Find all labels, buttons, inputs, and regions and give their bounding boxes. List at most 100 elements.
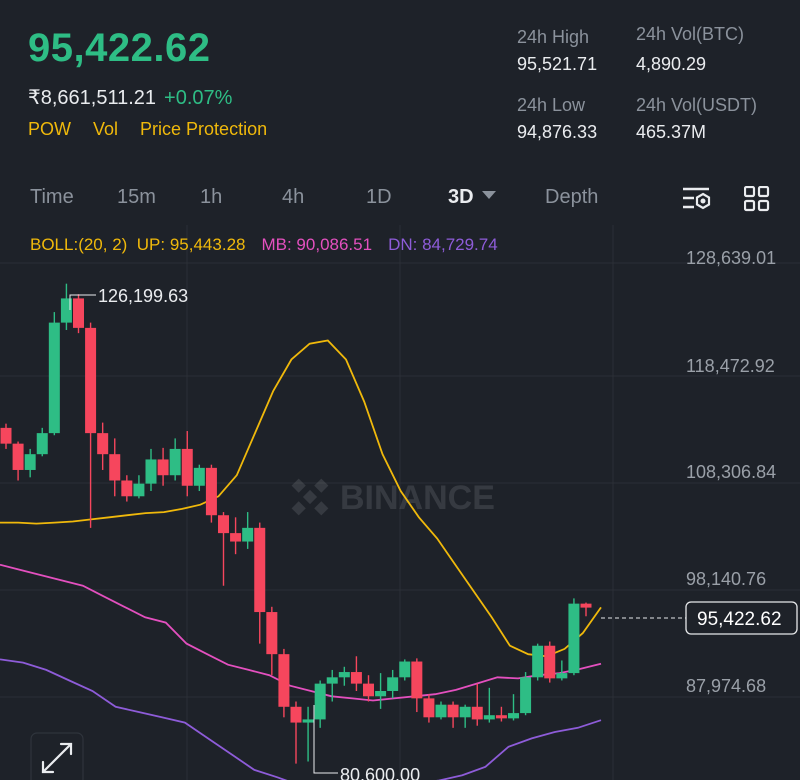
current-price-value: 95,422.62 [697, 609, 782, 630]
candle-body [109, 454, 121, 481]
price-axis-label: 98,140.76 [686, 569, 766, 589]
tab-1d[interactable]: 1D [366, 186, 392, 208]
tag-price-protection[interactable]: Price Protection [140, 119, 268, 139]
candle [326, 669, 338, 702]
candle [254, 522, 266, 644]
candle-body [85, 327, 97, 434]
candle-body [459, 706, 471, 718]
candle-body [387, 677, 399, 691]
candle [97, 422, 109, 470]
watermark-diamond-bottom [291, 501, 306, 516]
candle-body [399, 661, 411, 678]
candle [205, 464, 217, 523]
candle [435, 701, 447, 720]
bollinger-legend: BOLL:(20, 2) UP: 95,443.28 MB: 90,086.51 D… [30, 235, 498, 255]
candle [568, 598, 580, 676]
high-marker-label: 126,199.63 [98, 286, 188, 306]
candle-body [520, 677, 532, 714]
candle [423, 694, 435, 723]
candle [302, 706, 314, 762]
tag-pow[interactable]: POW [28, 119, 71, 139]
candle-body [36, 433, 48, 455]
candle-body [423, 698, 435, 718]
candle [157, 447, 169, 486]
tag-vol[interactable]: Vol [93, 119, 119, 139]
candle-body [544, 645, 556, 679]
boll-middle-line [0, 563, 602, 702]
candle-body [97, 433, 109, 455]
candle-body [495, 715, 507, 719]
tag-row: POW Vol Price Protection [28, 119, 289, 140]
candle [508, 694, 519, 721]
candle [266, 606, 278, 676]
candle-body [169, 448, 181, 476]
bollinger-bands [0, 339, 602, 780]
watermark-diamond-top [314, 478, 329, 493]
candle [12, 441, 24, 481]
inr-price: ₹8,661,511.21 [28, 87, 157, 109]
candle [218, 512, 229, 586]
candle [48, 312, 60, 436]
tab-15m[interactable]: 15m [117, 186, 156, 208]
candle [242, 512, 254, 549]
current-price-tag [685, 601, 798, 635]
indicator-settings-icon[interactable] [681, 184, 713, 214]
candle [314, 680, 326, 728]
low-24h-label: 24h Low [517, 95, 586, 115]
price-axis-label: 128,639.01 [686, 248, 776, 268]
vol-usdt-value: 465.37M [636, 122, 707, 142]
candle-body [278, 654, 290, 707]
candle-body [326, 677, 338, 684]
high-24h-value: 95,521.71 [517, 54, 598, 74]
candle [85, 322, 97, 528]
boll-mb-value: MB: 90,086.51 [261, 235, 373, 254]
candle-body [242, 527, 254, 542]
candle-body [157, 459, 169, 476]
candle-body [60, 298, 72, 323]
candle-body [435, 704, 447, 718]
candle-body [471, 706, 483, 720]
candle-body [73, 298, 84, 328]
candle [411, 658, 423, 713]
candle [580, 602, 592, 617]
candle-body [580, 603, 592, 608]
candle-body [121, 480, 133, 497]
high-marker-line [69, 294, 96, 310]
candle-body [290, 706, 302, 723]
low-24h-value: 94,876.33 [517, 122, 598, 142]
candle [121, 475, 133, 502]
vol-btc-value: 4,890.29 [636, 54, 707, 74]
tab-3d[interactable]: 3D [448, 186, 496, 209]
expand-chart-button[interactable] [30, 732, 84, 780]
boll-lower-line [0, 658, 602, 780]
change-percent: +0.07% [164, 87, 233, 109]
candle-body [447, 704, 459, 718]
candle [363, 675, 374, 702]
candle [169, 438, 181, 481]
watermark-text: BINANCE [340, 479, 495, 517]
high-24h-label: 24h High [517, 27, 590, 47]
candle [483, 687, 495, 723]
watermark-diamond-right [314, 501, 329, 516]
candle-body [218, 515, 229, 534]
tab-4h[interactable]: 4h [282, 186, 305, 208]
low-marker-line [313, 705, 338, 774]
candle [24, 448, 36, 478]
candle [278, 648, 290, 718]
candle-body [363, 683, 374, 697]
candle [375, 673, 387, 709]
candle-body [193, 467, 205, 486]
candle [73, 294, 84, 334]
price-axis-label: 118,472.92 [686, 356, 775, 376]
tab-depth[interactable]: Depth [545, 186, 599, 208]
candle [399, 659, 411, 681]
candle-body [133, 483, 145, 497]
tab-time[interactable]: Time [30, 186, 74, 208]
tab-1h[interactable]: 1h [200, 186, 223, 208]
candle-body [508, 713, 519, 719]
layout-grid-icon[interactable] [744, 186, 770, 212]
candlestick-chart[interactable]: BINANCE 128,639.01 118,472.92 108,306.84… [0, 225, 800, 780]
candle [181, 431, 193, 497]
candle-body [338, 672, 350, 678]
candle-body [556, 673, 568, 679]
